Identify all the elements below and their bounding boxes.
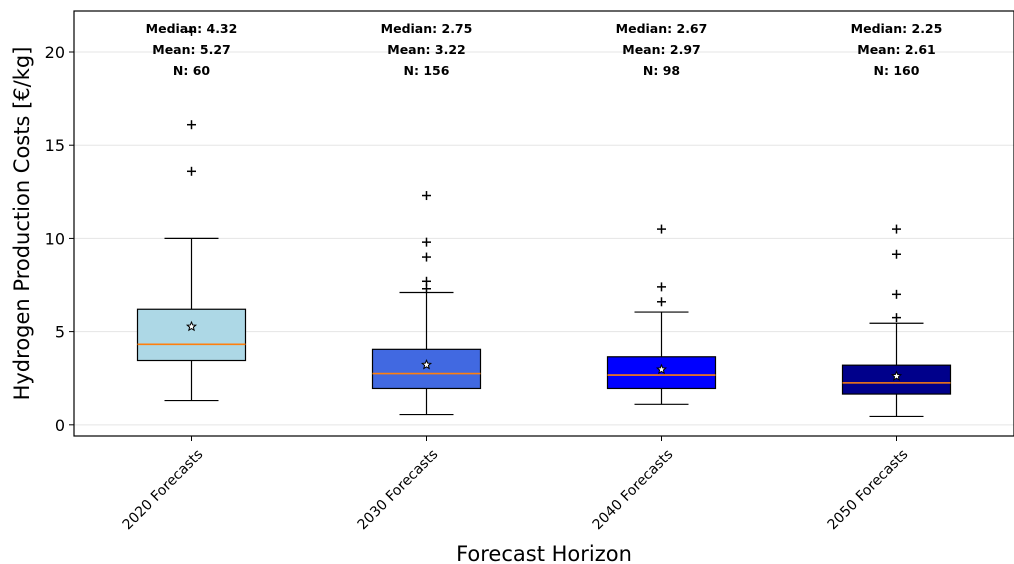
annotation-n: N: 160	[874, 63, 920, 78]
outlier-point	[892, 313, 901, 323]
x-tick-label: 2030 Forecasts	[355, 447, 442, 534]
annotation-median: Median: 2.25	[851, 21, 943, 36]
y-tick-label: 15	[45, 136, 65, 155]
outlier-point	[187, 120, 196, 130]
annotation-median: Median: 4.32	[146, 21, 238, 36]
summary-annotations: Median: 4.32 Mean: 5.27 N: 60 Median: 2.75 M…	[146, 21, 943, 78]
mean-marker	[185, 320, 198, 332]
outlier-point	[657, 282, 666, 292]
y-tick-label: 10	[45, 229, 65, 248]
x-axis-ticks: 2020 Forecasts 2030 Forecasts 2040 Forecas…	[120, 436, 912, 534]
outlier-point	[422, 237, 431, 247]
iqr-box	[606, 356, 717, 390]
annotation-mean: Mean: 2.61	[857, 42, 935, 57]
x-tick-label: 2040 Forecasts	[590, 447, 677, 534]
annotation-median: Median: 2.67	[616, 21, 708, 36]
box-4	[841, 224, 952, 418]
outlier-point	[187, 27, 196, 37]
iqr-box	[841, 364, 952, 395]
outlier-point	[892, 224, 901, 234]
box-1	[136, 27, 247, 402]
annotation-n: N: 60	[173, 63, 211, 78]
annotation-mean: Mean: 3.22	[387, 42, 465, 57]
y-tick-label: 5	[55, 323, 65, 342]
outlier-point	[422, 252, 431, 262]
annotation-n: N: 98	[643, 63, 680, 78]
box-2	[371, 191, 482, 416]
outlier-point	[892, 249, 901, 259]
outlier-point	[892, 289, 901, 299]
box-3	[606, 224, 717, 405]
y-axis-ticks: 0 5 10 15 20	[45, 43, 74, 435]
annotation-n: N: 156	[404, 63, 450, 78]
iqr-box	[371, 348, 482, 390]
outlier-point	[187, 166, 196, 176]
plot-area-frame	[73, 10, 1014, 437]
outlier-point	[422, 276, 431, 286]
mean-marker	[420, 358, 433, 370]
annotation-median: Median: 2.75	[381, 21, 473, 36]
y-axis-title: Hydrogen Production Costs [€/kg]	[10, 47, 34, 401]
outlier-point	[422, 191, 431, 201]
x-tick-label: 2020 Forecasts	[120, 447, 207, 534]
y-tick-label: 0	[55, 416, 65, 435]
x-tick-label: 2050 Forecasts	[825, 447, 912, 534]
iqr-box	[136, 308, 247, 362]
box-plot-series	[136, 27, 952, 418]
annotation-mean: Mean: 2.97	[622, 42, 700, 57]
y-tick-label: 20	[45, 43, 65, 62]
annotation-mean: Mean: 5.27	[152, 42, 230, 57]
x-axis-title: Forecast Horizon	[456, 542, 632, 564]
mean-marker	[890, 370, 903, 381]
mean-marker	[655, 363, 668, 375]
outlier-point	[657, 297, 666, 307]
outlier-point	[657, 224, 666, 234]
